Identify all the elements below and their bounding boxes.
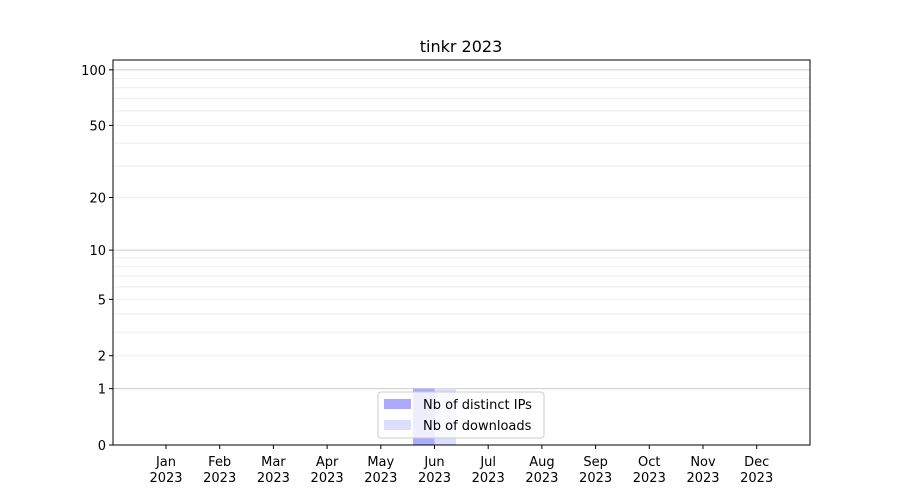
x-tick-label: Apr 2023 bbox=[311, 455, 344, 486]
x-tick-label: May 2023 bbox=[364, 455, 397, 486]
x-tick-label: Mar 2023 bbox=[257, 455, 290, 486]
chart-title: tinkr 2023 bbox=[420, 37, 503, 56]
x-tick-label: Jan 2023 bbox=[149, 455, 182, 486]
y-tick-label: 10 bbox=[89, 244, 106, 259]
y-tick-label: 0 bbox=[98, 439, 106, 454]
x-tick-label: Dec 2023 bbox=[740, 455, 773, 486]
legend-label: Nb of distinct IPs bbox=[423, 398, 532, 413]
y-tick-label: 50 bbox=[89, 119, 106, 134]
axes-frame bbox=[112, 59, 811, 446]
legend: Nb of distinct IPs Nb of downloads bbox=[377, 391, 545, 439]
x-tick-label: Feb 2023 bbox=[203, 455, 236, 486]
legend-swatch bbox=[384, 399, 411, 409]
y-tick-label: 20 bbox=[89, 192, 106, 207]
x-tick-label: Nov 2023 bbox=[686, 455, 719, 486]
x-tick-label: Oct 2023 bbox=[633, 455, 666, 486]
x-tick-label: Jun 2023 bbox=[418, 455, 451, 486]
legend-box bbox=[377, 391, 545, 439]
x-tick-label: Aug 2023 bbox=[525, 455, 558, 486]
x-tick-label: Jul 2023 bbox=[472, 455, 505, 486]
x-tick-label: Sep 2023 bbox=[579, 455, 612, 486]
y-tick-label: 1 bbox=[98, 383, 106, 398]
legend-swatch bbox=[384, 420, 411, 430]
y-tick-label: 100 bbox=[81, 64, 106, 79]
y-tick-label: 5 bbox=[98, 293, 106, 308]
legend-label: Nb of downloads bbox=[423, 419, 532, 434]
y-tick-label: 2 bbox=[98, 350, 106, 365]
